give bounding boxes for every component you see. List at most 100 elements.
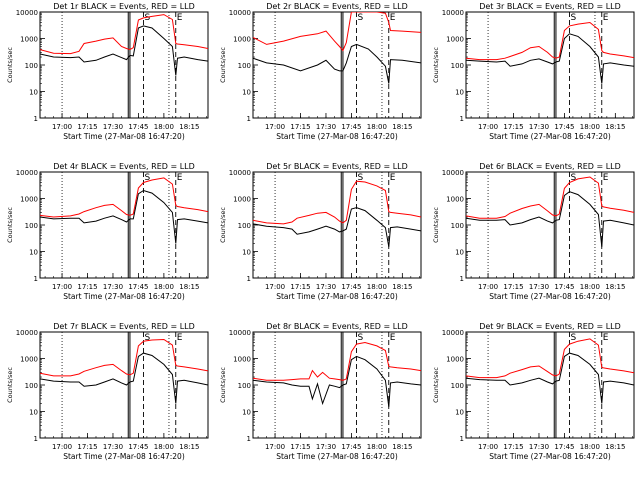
y-tick-label: 100 bbox=[238, 222, 251, 230]
plot-frame bbox=[252, 11, 422, 119]
y-tick-label: 1 bbox=[460, 435, 464, 443]
y-tick-label: 100 bbox=[238, 382, 251, 390]
marker-label: S bbox=[358, 173, 364, 183]
x-tick-label: 18:00 bbox=[367, 123, 387, 131]
y-tick-label: 10000 bbox=[16, 169, 38, 177]
y-axis-label: Counts/sec bbox=[219, 207, 227, 243]
y-axis-label: Counts/sec bbox=[6, 47, 14, 83]
x-tick-label: 17:15 bbox=[77, 123, 97, 131]
x-tick-label: 17:00 bbox=[265, 283, 285, 291]
y-tick-label: 10 bbox=[29, 409, 38, 417]
y-tick-label: 10000 bbox=[16, 9, 38, 17]
y-tick-label: 1000 bbox=[20, 196, 38, 204]
y-tick-label: 1 bbox=[247, 275, 251, 283]
x-tick-label: 18:00 bbox=[367, 283, 387, 291]
x-tick-label: 17:30 bbox=[103, 443, 123, 451]
x-tick-label: 17:30 bbox=[529, 123, 549, 131]
series-line-events bbox=[466, 191, 634, 247]
series-line-events bbox=[40, 189, 208, 244]
panel-title: Det 7r BLACK = Events, RED = LLD bbox=[53, 322, 195, 331]
x-tick-label: 17:15 bbox=[290, 123, 310, 131]
y-tick-label: 1000 bbox=[233, 196, 251, 204]
x-tick-label: 17:00 bbox=[52, 443, 72, 451]
y-axis-label: Counts/sec bbox=[432, 207, 440, 243]
series-line-lld bbox=[466, 338, 634, 379]
plot-frame bbox=[39, 171, 209, 279]
x-tick-label: 17:15 bbox=[77, 443, 97, 451]
y-tick-label: 10 bbox=[455, 409, 464, 417]
y-tick-label: 10 bbox=[29, 249, 38, 257]
x-tick-label: 17:45 bbox=[341, 443, 361, 451]
y-axis-label: Counts/sec bbox=[432, 367, 440, 403]
panel-det-7: Det 7r BLACK = Events, RED = LLD 1 10 100 10… bbox=[6, 322, 209, 461]
panel-title: Det 4r BLACK = Events, RED = LLD bbox=[53, 162, 195, 171]
y-tick-label: 1 bbox=[247, 115, 251, 123]
marker-label: S bbox=[571, 173, 577, 183]
marker-label: S bbox=[571, 333, 577, 343]
marker-label: E bbox=[177, 13, 183, 23]
y-tick-label: 10 bbox=[455, 249, 464, 257]
y-tick-label: 10000 bbox=[16, 329, 38, 337]
panel-det-8: Det 8r BLACK = Events, RED = LLD 1 10 100 10… bbox=[219, 322, 422, 461]
plot-frame bbox=[465, 11, 635, 119]
y-tick-label: 10 bbox=[242, 89, 251, 97]
y-tick-label: 10000 bbox=[442, 329, 464, 337]
panel-det-6: Det 6r BLACK = Events, RED = LLD 1 10 100 10… bbox=[432, 162, 635, 301]
y-tick-label: 1000 bbox=[20, 36, 38, 44]
panel-title: Det 1r BLACK = Events, RED = LLD bbox=[53, 2, 195, 11]
x-tick-label: 17:00 bbox=[478, 283, 498, 291]
x-tick-label: 18:00 bbox=[367, 443, 387, 451]
marker-label: E bbox=[390, 333, 396, 343]
x-tick-label: 17:45 bbox=[128, 283, 148, 291]
series-line-lld bbox=[40, 338, 208, 377]
series-line-events bbox=[466, 33, 634, 84]
plot-frame bbox=[465, 331, 635, 439]
plot-frame bbox=[39, 11, 209, 119]
panel-det-2: Det 2r BLACK = Events, RED = LLD 1 10 100 10… bbox=[219, 2, 422, 141]
marker-label: E bbox=[603, 13, 609, 23]
x-axis-label: Start Time (27-Mar-08 16:47:20) bbox=[63, 452, 185, 461]
x-axis-label: Start Time (27-Mar-08 16:47:20) bbox=[489, 452, 611, 461]
y-tick-label: 100 bbox=[451, 382, 464, 390]
x-tick-label: 18:00 bbox=[154, 283, 174, 291]
y-tick-label: 1000 bbox=[446, 356, 464, 364]
x-tick-label: 18:00 bbox=[154, 443, 174, 451]
y-tick-label: 1000 bbox=[446, 36, 464, 44]
series-line-events bbox=[466, 352, 634, 404]
panel-det-4: Det 4r BLACK = Events, RED = LLD 1 10 100 10… bbox=[6, 162, 209, 301]
marker-label: S bbox=[358, 13, 364, 23]
series-line-events bbox=[253, 43, 421, 84]
panel-det-1: Det 1r BLACK = Events, RED = LLD 1 10 100 10… bbox=[6, 2, 209, 141]
series-line-lld bbox=[466, 176, 634, 219]
x-tick-label: 17:30 bbox=[103, 123, 123, 131]
x-tick-label: 17:15 bbox=[503, 283, 523, 291]
x-tick-label: 18:15 bbox=[179, 443, 199, 451]
series-line-lld bbox=[40, 177, 208, 218]
x-tick-label: 17:30 bbox=[316, 123, 336, 131]
y-tick-label: 1000 bbox=[233, 36, 251, 44]
x-tick-label: 17:15 bbox=[503, 443, 523, 451]
y-tick-label: 100 bbox=[238, 62, 251, 70]
y-tick-label: 100 bbox=[25, 222, 38, 230]
y-tick-label: 10 bbox=[242, 409, 251, 417]
x-tick-label: 17:45 bbox=[341, 123, 361, 131]
y-tick-label: 10000 bbox=[442, 169, 464, 177]
y-tick-label: 100 bbox=[451, 222, 464, 230]
y-tick-label: 1000 bbox=[446, 196, 464, 204]
x-axis-label: Start Time (27-Mar-08 16:47:20) bbox=[63, 292, 185, 301]
x-tick-label: 17:45 bbox=[128, 123, 148, 131]
y-tick-label: 100 bbox=[451, 62, 464, 70]
x-tick-label: 18:00 bbox=[154, 123, 174, 131]
x-tick-label: 17:45 bbox=[554, 283, 574, 291]
y-axis-label: Counts/sec bbox=[6, 367, 14, 403]
x-tick-label: 17:45 bbox=[341, 283, 361, 291]
plot-frame bbox=[39, 331, 209, 439]
y-tick-label: 10000 bbox=[229, 9, 251, 17]
panel-det-5: Det 5r BLACK = Events, RED = LLD 1 10 100 10… bbox=[219, 162, 422, 301]
x-tick-label: 18:15 bbox=[179, 123, 199, 131]
y-axis-label: Counts/sec bbox=[432, 47, 440, 83]
marker-label: E bbox=[177, 173, 183, 183]
marker-label: S bbox=[358, 333, 364, 343]
x-tick-label: 17:30 bbox=[316, 283, 336, 291]
y-tick-label: 10000 bbox=[229, 169, 251, 177]
